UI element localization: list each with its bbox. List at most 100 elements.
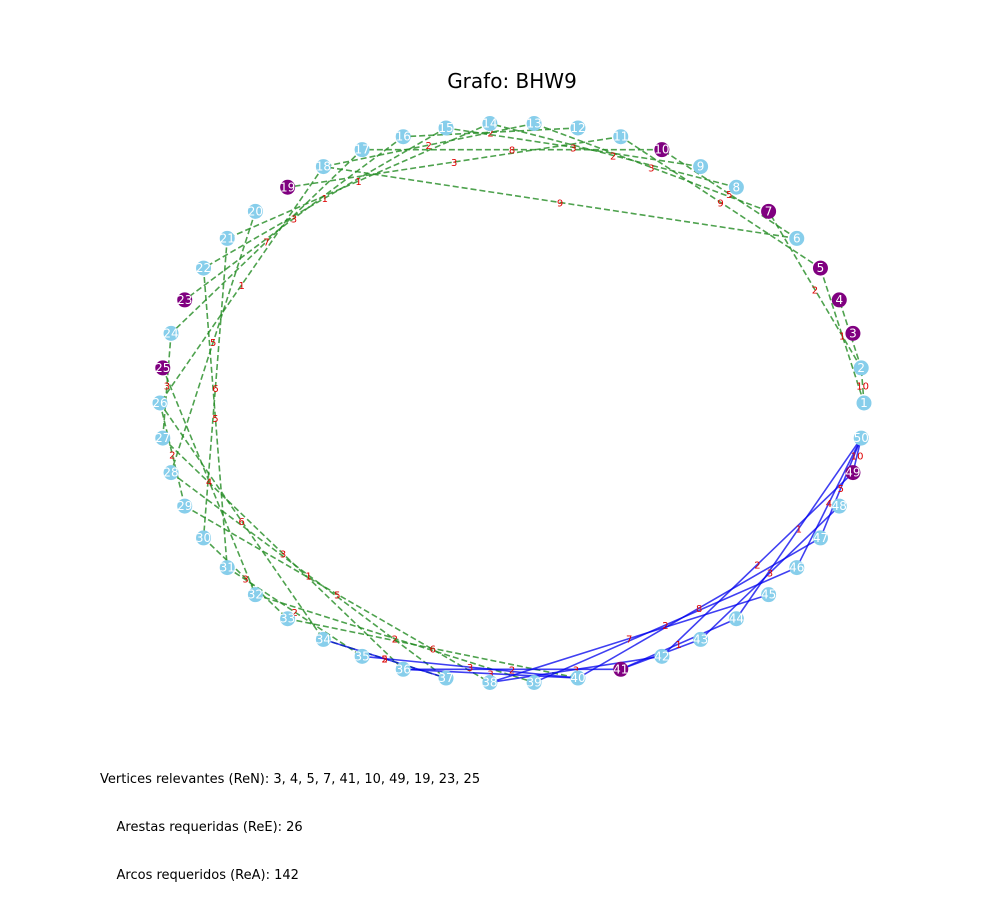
required-arc-40-36 (403, 668, 578, 679)
vertex-50 (853, 430, 869, 446)
vertex-21 (219, 230, 235, 246)
relevant-vertex-25 (155, 360, 171, 376)
graph-statistics: Vertices relevantes (ReN): 3, 4, 5, 7, 4… (100, 740, 480, 900)
edge-weight-label: 7 (263, 238, 269, 249)
edge-weight-label: 3 (570, 143, 576, 154)
vertex-label-8: 8 (733, 180, 741, 194)
required-edge-20-28 (170, 211, 257, 473)
vertex-42 (654, 648, 670, 664)
vertex-label-34: 34 (316, 632, 331, 646)
vertex-30 (196, 530, 212, 546)
edge-weight-label: 1 (239, 281, 245, 292)
vertex-label-30: 30 (196, 531, 211, 545)
required-edge-5-11 (620, 136, 821, 269)
edge-weight-label: 5 (382, 655, 388, 666)
graph-canvas: Grafo: BHW9 1062195323832211371956534631… (152, 69, 872, 690)
required-edge-15-22 (203, 127, 447, 269)
vertex-label-27: 27 (155, 431, 170, 445)
vertex-label-4: 4 (835, 293, 843, 307)
edge-weight-label: 1 (839, 332, 845, 343)
vertex-33 (280, 611, 296, 627)
vertex-43 (693, 631, 709, 647)
required-edge-1-5 (819, 267, 865, 404)
edge-weight-label: 3 (280, 550, 286, 561)
vertex-45 (761, 587, 777, 603)
vertex-22 (196, 260, 212, 276)
required-edge-33-40 (287, 617, 579, 679)
vertex-label-16: 16 (396, 130, 411, 144)
arc-weight-label: 7 (626, 635, 632, 646)
edge-weight-label: 10 (856, 381, 869, 392)
arc-weight-label: 1 (675, 640, 681, 651)
vertex-label-23: 23 (177, 293, 192, 307)
edge-weight-label: 2 (610, 151, 616, 162)
relevant-vertex-10 (654, 142, 670, 158)
required-arc-50-47 (819, 437, 862, 539)
required-edge-7-13 (533, 122, 769, 213)
required-edge-8-14 (489, 122, 737, 189)
vertex-label-46: 46 (789, 561, 804, 575)
vertex-label-43: 43 (693, 632, 708, 646)
vertex-label-12: 12 (570, 121, 585, 135)
vertex-label-47: 47 (813, 531, 828, 545)
relevant-vertex-23 (177, 292, 193, 308)
required-edge-22-31 (202, 268, 229, 568)
relevant-vertex-5 (812, 260, 828, 276)
vertex-label-26: 26 (152, 396, 167, 410)
vertex-6 (789, 230, 805, 246)
arc-weight-label: 2 (509, 665, 515, 676)
required-edge-25-32 (162, 367, 257, 595)
edge-weight-label: 5 (334, 590, 340, 601)
required-arc-45-38 (489, 593, 769, 684)
required-edge-12-16 (403, 127, 578, 138)
arc-weight-label: 2 (662, 621, 668, 632)
required-arc-40-35 (362, 655, 579, 679)
vertex-16 (395, 129, 411, 145)
arc-weight-label: 2 (382, 655, 388, 666)
vertex-label-31: 31 (220, 561, 235, 575)
required-edge-32-39 (255, 593, 535, 684)
required-edge-26-34 (159, 402, 325, 640)
vertex-label-25: 25 (155, 361, 170, 375)
vertex-label-13: 13 (526, 117, 541, 131)
edge-weight-label: 5 (726, 190, 732, 201)
vertex-label-24: 24 (163, 326, 178, 340)
edges-layer (159, 122, 865, 684)
relevant-vertex-49 (845, 465, 861, 481)
vertex-label-1: 1 (860, 396, 868, 410)
vertex-label-9: 9 (697, 160, 705, 174)
vertex-label-10: 10 (654, 143, 669, 157)
required-arc-37-34 (323, 638, 447, 679)
vertex-label-14: 14 (482, 117, 497, 131)
vertex-9 (693, 159, 709, 175)
edge-weight-label: 3 (451, 158, 457, 169)
vertex-label-17: 17 (354, 143, 369, 157)
required-arc-47-40 (577, 537, 821, 679)
vertex-label-5: 5 (817, 261, 825, 275)
required-edge-2-7 (767, 210, 862, 369)
edge-weight-label: 2 (291, 608, 297, 619)
vertices-layer: 1234567891011121314151617181920212223242… (152, 116, 872, 690)
edge-weight-label: 5 (210, 338, 216, 349)
edge-weight-label: 6 (239, 517, 245, 528)
required-edge-27-36 (162, 437, 404, 670)
vertex-label-37: 37 (438, 671, 453, 685)
vertex-31 (219, 560, 235, 576)
relevant-vertex-41 (613, 661, 629, 677)
required-edge-11-19 (287, 135, 621, 189)
vertex-14 (482, 116, 498, 132)
vertex-11 (613, 129, 629, 145)
required-edge-2-4 (838, 299, 862, 369)
vertex-label-36: 36 (396, 662, 411, 676)
edge-weight-label: 5 (212, 414, 218, 425)
required-arcs-line: Arcos requeridos (ReA): 142 (100, 868, 299, 883)
vertex-label-21: 21 (220, 231, 235, 245)
required-edge-16-23 (184, 136, 404, 301)
vertex-15 (438, 120, 454, 136)
arc-weight-label: 8 (696, 604, 702, 615)
vertex-46 (789, 560, 805, 576)
vertex-17 (354, 142, 370, 158)
vertex-label-18: 18 (316, 160, 331, 174)
edge-weight-label: 3 (648, 163, 654, 174)
required-edge-30-33 (202, 537, 289, 620)
